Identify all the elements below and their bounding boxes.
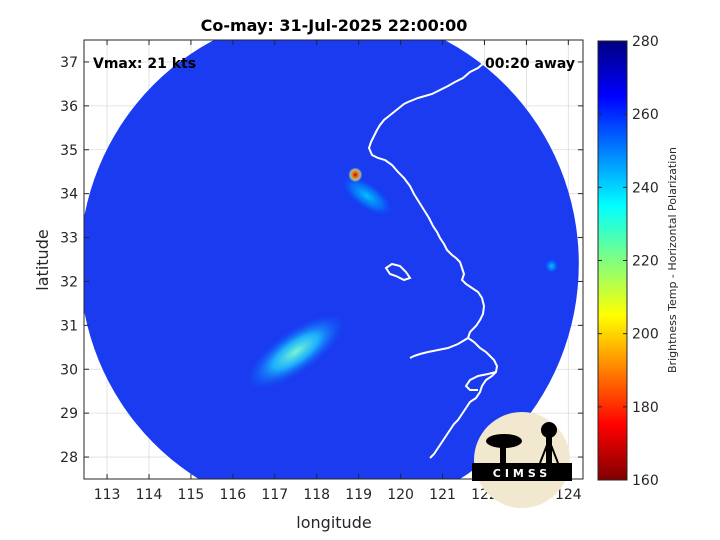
x-tick-label: 120 bbox=[387, 487, 414, 503]
x-tick-label: 124 bbox=[555, 487, 582, 503]
y-axis-label: latitude bbox=[33, 229, 52, 290]
convective-band-south bbox=[246, 313, 346, 390]
x-tick-label: 115 bbox=[178, 487, 205, 503]
satellite-swath bbox=[84, 40, 579, 479]
convective-core bbox=[348, 167, 363, 183]
time-away-label: 00:20 away bbox=[485, 56, 575, 72]
coastline bbox=[367, 41, 511, 459]
x-tick-label: 113 bbox=[94, 487, 121, 503]
colorbar-tick-label: 220 bbox=[632, 254, 659, 270]
colorbar bbox=[597, 40, 628, 481]
yangtze-estuary bbox=[409, 337, 469, 359]
warm-cell-east bbox=[544, 258, 559, 274]
y-tick-label: 35 bbox=[60, 143, 78, 159]
y-tick-label: 37 bbox=[60, 55, 78, 71]
colorbar-label: Brightness Temp - Horizontal Polarizatio… bbox=[666, 147, 679, 373]
colorbar-ticks: 160 180 200 220 240 260 280 bbox=[598, 34, 659, 489]
y-tick-label: 36 bbox=[60, 99, 78, 115]
colorbar-tick-label: 180 bbox=[632, 400, 659, 416]
colorbar-tick-label: 280 bbox=[632, 34, 659, 50]
x-axis-label: longitude bbox=[296, 513, 371, 532]
x-tick-label: 117 bbox=[261, 487, 288, 503]
y-tick-label: 33 bbox=[60, 231, 78, 247]
axes-box bbox=[83, 39, 584, 480]
convective-band-north bbox=[339, 174, 395, 218]
x-tick-label: 116 bbox=[219, 487, 246, 503]
logo-text: CIMSS bbox=[493, 467, 551, 480]
logo-banner bbox=[472, 463, 572, 481]
plot-title: Co-may: 31-Jul-2025 22:00:00 bbox=[201, 16, 468, 35]
x-tick-label: 119 bbox=[345, 487, 372, 503]
y-tick-label: 30 bbox=[60, 362, 78, 378]
y-tick-label: 29 bbox=[60, 406, 78, 422]
cimss-logo: CIMSS bbox=[472, 412, 572, 508]
colorbar-tick-label: 160 bbox=[632, 473, 659, 489]
convective-features bbox=[246, 167, 559, 390]
x-tick-label: 114 bbox=[136, 487, 163, 503]
colorbar-tick-label: 260 bbox=[632, 107, 659, 123]
radar-dome-icon bbox=[541, 422, 557, 438]
colorbar-tick-label: 200 bbox=[632, 327, 659, 343]
y-tick-label: 31 bbox=[60, 318, 78, 334]
lake-outline bbox=[384, 262, 412, 282]
colorbar-tick-label: 240 bbox=[632, 180, 659, 196]
x-tick-label: 118 bbox=[303, 487, 330, 503]
y-tick-label: 28 bbox=[60, 450, 78, 466]
x-tick-label: 121 bbox=[429, 487, 456, 503]
coastline-north bbox=[504, 40, 517, 53]
y-tick-label: 32 bbox=[60, 274, 78, 290]
hangzhou-bay bbox=[464, 371, 497, 391]
vmax-label: Vmax: 21 kts bbox=[93, 56, 196, 72]
y-tick-label: 34 bbox=[60, 187, 78, 203]
